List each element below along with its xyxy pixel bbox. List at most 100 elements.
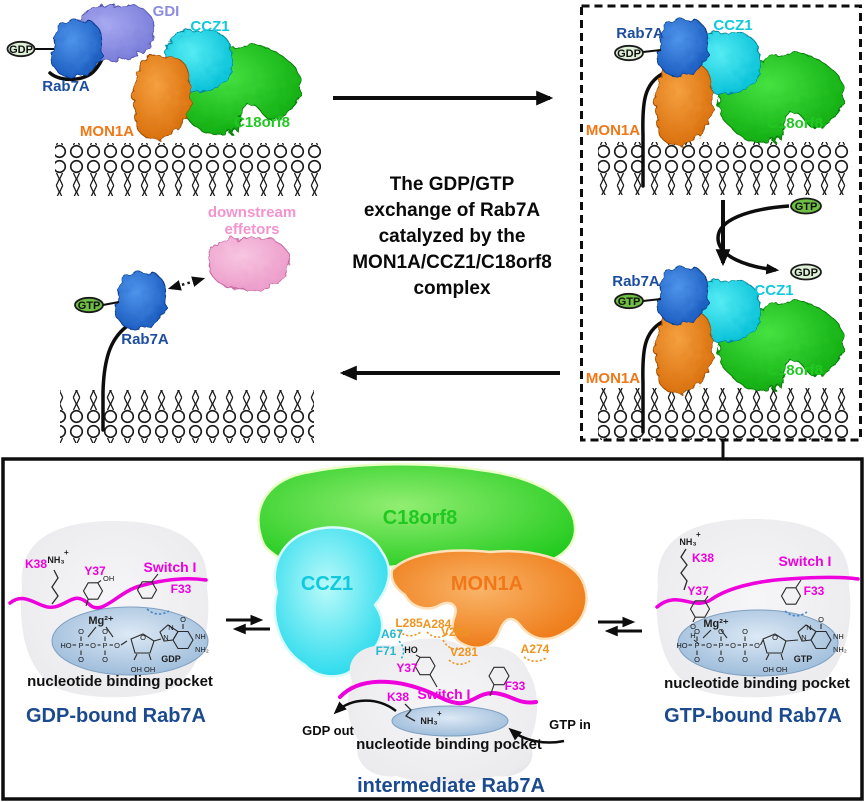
gdp-out-label: GDP out: [302, 723, 354, 738]
gdp-bound-title: GDP-bound Rab7A: [26, 705, 206, 727]
switch1-label: Switch I: [144, 559, 197, 575]
gtp-connector: [642, 298, 662, 302]
atom-o: O: [102, 655, 108, 664]
nh3-label: NH₃: [47, 555, 64, 565]
atom-ho: HO: [676, 641, 687, 650]
effector-protein: [208, 236, 291, 292]
gtp-bound-rab7a-panel: NH₃ + K38 O H Y37 F33 Switch I Mg²⁺ HO P…: [655, 519, 860, 727]
f33-stacking-arc: [784, 610, 808, 617]
ho-label: HO: [404, 645, 418, 655]
atom-o: O: [140, 633, 146, 642]
contact-arc: [426, 631, 449, 639]
switch1-label: Switch I: [779, 553, 832, 569]
y37-stem: [704, 595, 709, 602]
gdp-struct-label: GDP: [161, 654, 181, 664]
residue-V283: V283: [441, 625, 469, 639]
membrane-dashed-top: [598, 142, 852, 195]
switch1-loop: [338, 679, 538, 706]
gtp-oval: [74, 296, 104, 314]
mon1a-protein: [132, 55, 191, 141]
atom-o: O: [742, 627, 748, 636]
c18orf8-label: C18orf8: [234, 114, 290, 131]
guanine-five-ring: [159, 624, 179, 642]
switch1-loop: [655, 575, 860, 609]
gtp-struct-label: GTP: [794, 654, 813, 664]
atom-o: O: [718, 655, 724, 664]
gdp-connector: [642, 49, 662, 53]
ribose-ring: [130, 633, 155, 654]
atom-p: P: [102, 641, 107, 650]
ccz1-label: CCZ1: [301, 573, 353, 595]
atom-nh: NH: [195, 632, 206, 641]
switch1-label: Switch I: [418, 686, 471, 702]
intermediate-title: intermediate Rab7A: [357, 775, 545, 797]
f33-stacking-arc: [146, 608, 170, 615]
effector-interaction-arrow: [167, 276, 206, 291]
gdp-structure: Mg²⁺ HO P O O O P O O O O OH OH O N: [60, 615, 208, 674]
mon1a-label: MON1A: [80, 123, 134, 140]
gdp-oval-label: GDP: [617, 48, 641, 60]
mon1a-cartoon: [390, 549, 588, 649]
pocket-label: nucleotide binding pocket: [356, 736, 542, 753]
y37-label: Y37: [687, 584, 709, 598]
pocket-label: nucleotide binding pocket: [27, 673, 213, 690]
gdp-out-arrow: [333, 699, 397, 715]
y37-stem: [429, 674, 438, 688]
atom-o: O: [102, 627, 108, 636]
nucleotide-exchange-arrows: GTP GDP: [715, 197, 822, 281]
scene-downstream-effectors: GTP downstream effetors Rab7A: [74, 204, 296, 348]
gtp-in-label: GTP in: [549, 717, 591, 732]
y37-label: Y37: [396, 661, 418, 675]
atom-o: O: [754, 641, 760, 650]
nucleotide-pocket-ellipse: [391, 705, 509, 737]
membrane-bottom-left: [60, 390, 314, 443]
atom-o: O: [730, 641, 736, 650]
nh3-label: NH₃: [420, 716, 437, 726]
atom-nh2: NH₂: [195, 645, 209, 654]
gtp-in-arrow: [508, 727, 565, 744]
gtp-oval-label: GTP: [795, 201, 818, 213]
f33-stem: [489, 684, 495, 697]
mon1a-label: MON1A: [451, 573, 523, 595]
prenyl-tail-gdp-complex: [641, 72, 664, 188]
ccz1-label: CCZ1: [754, 282, 793, 299]
atom-o: O: [78, 655, 84, 664]
atom-n: N: [801, 633, 806, 642]
y37-label: Y37: [84, 564, 106, 578]
rab7a-label: Rab7A: [616, 25, 664, 42]
atom-nh2: NH₂: [833, 645, 847, 654]
gdp-oval: [614, 44, 644, 62]
contact-arc-cyan: [398, 640, 405, 660]
scene-gtp-complex: GTP Rab7A CCZ1 MON1A C18orf8: [586, 266, 845, 395]
atom-n: N: [806, 623, 811, 632]
atom-o: O: [180, 615, 186, 624]
atom-o: O: [114, 641, 120, 650]
k38-label: K38: [692, 551, 714, 565]
gtp-oval-label: GTP: [618, 296, 641, 308]
nh3-label: NH₃: [679, 537, 696, 547]
mg-label: Mg²⁺: [88, 615, 114, 627]
gdp-oval: [6, 40, 36, 58]
f33-stem: [151, 573, 159, 583]
equilibrium-left: [226, 614, 270, 635]
rab7a-protein: [116, 271, 167, 330]
rab7a-label: Rab7A: [612, 273, 660, 290]
atom-o: O: [694, 655, 700, 664]
gdp-bound-rab7a-panel: NH₃ + K38 OH Y37 F33 Switch I Mg²⁺ HO P …: [8, 521, 213, 727]
atom-o: O: [718, 627, 724, 636]
gtp-gdp-swap-arrow: [716, 204, 790, 275]
pocket-label: nucleotide binding pocket: [664, 675, 850, 692]
k38-side-chain: [404, 703, 416, 722]
gdp-oval-label: GDP: [9, 44, 33, 56]
atom-o: O: [772, 633, 778, 642]
membrane-top-left: [55, 143, 321, 196]
contact-arc: [442, 639, 461, 651]
intermediate-panel: C18orf8 CCZ1 MON1A L285 A284 V283 V281 A…: [257, 463, 591, 797]
title-line: The GDP/GTP: [389, 174, 515, 195]
title-line: MON1A/CCZ1/C18orf8: [352, 252, 552, 273]
atom-nh: NH: [833, 632, 844, 641]
k38-side-chain: [680, 548, 688, 591]
residue-V281: V281: [450, 645, 478, 659]
plus-sign: +: [64, 548, 69, 557]
